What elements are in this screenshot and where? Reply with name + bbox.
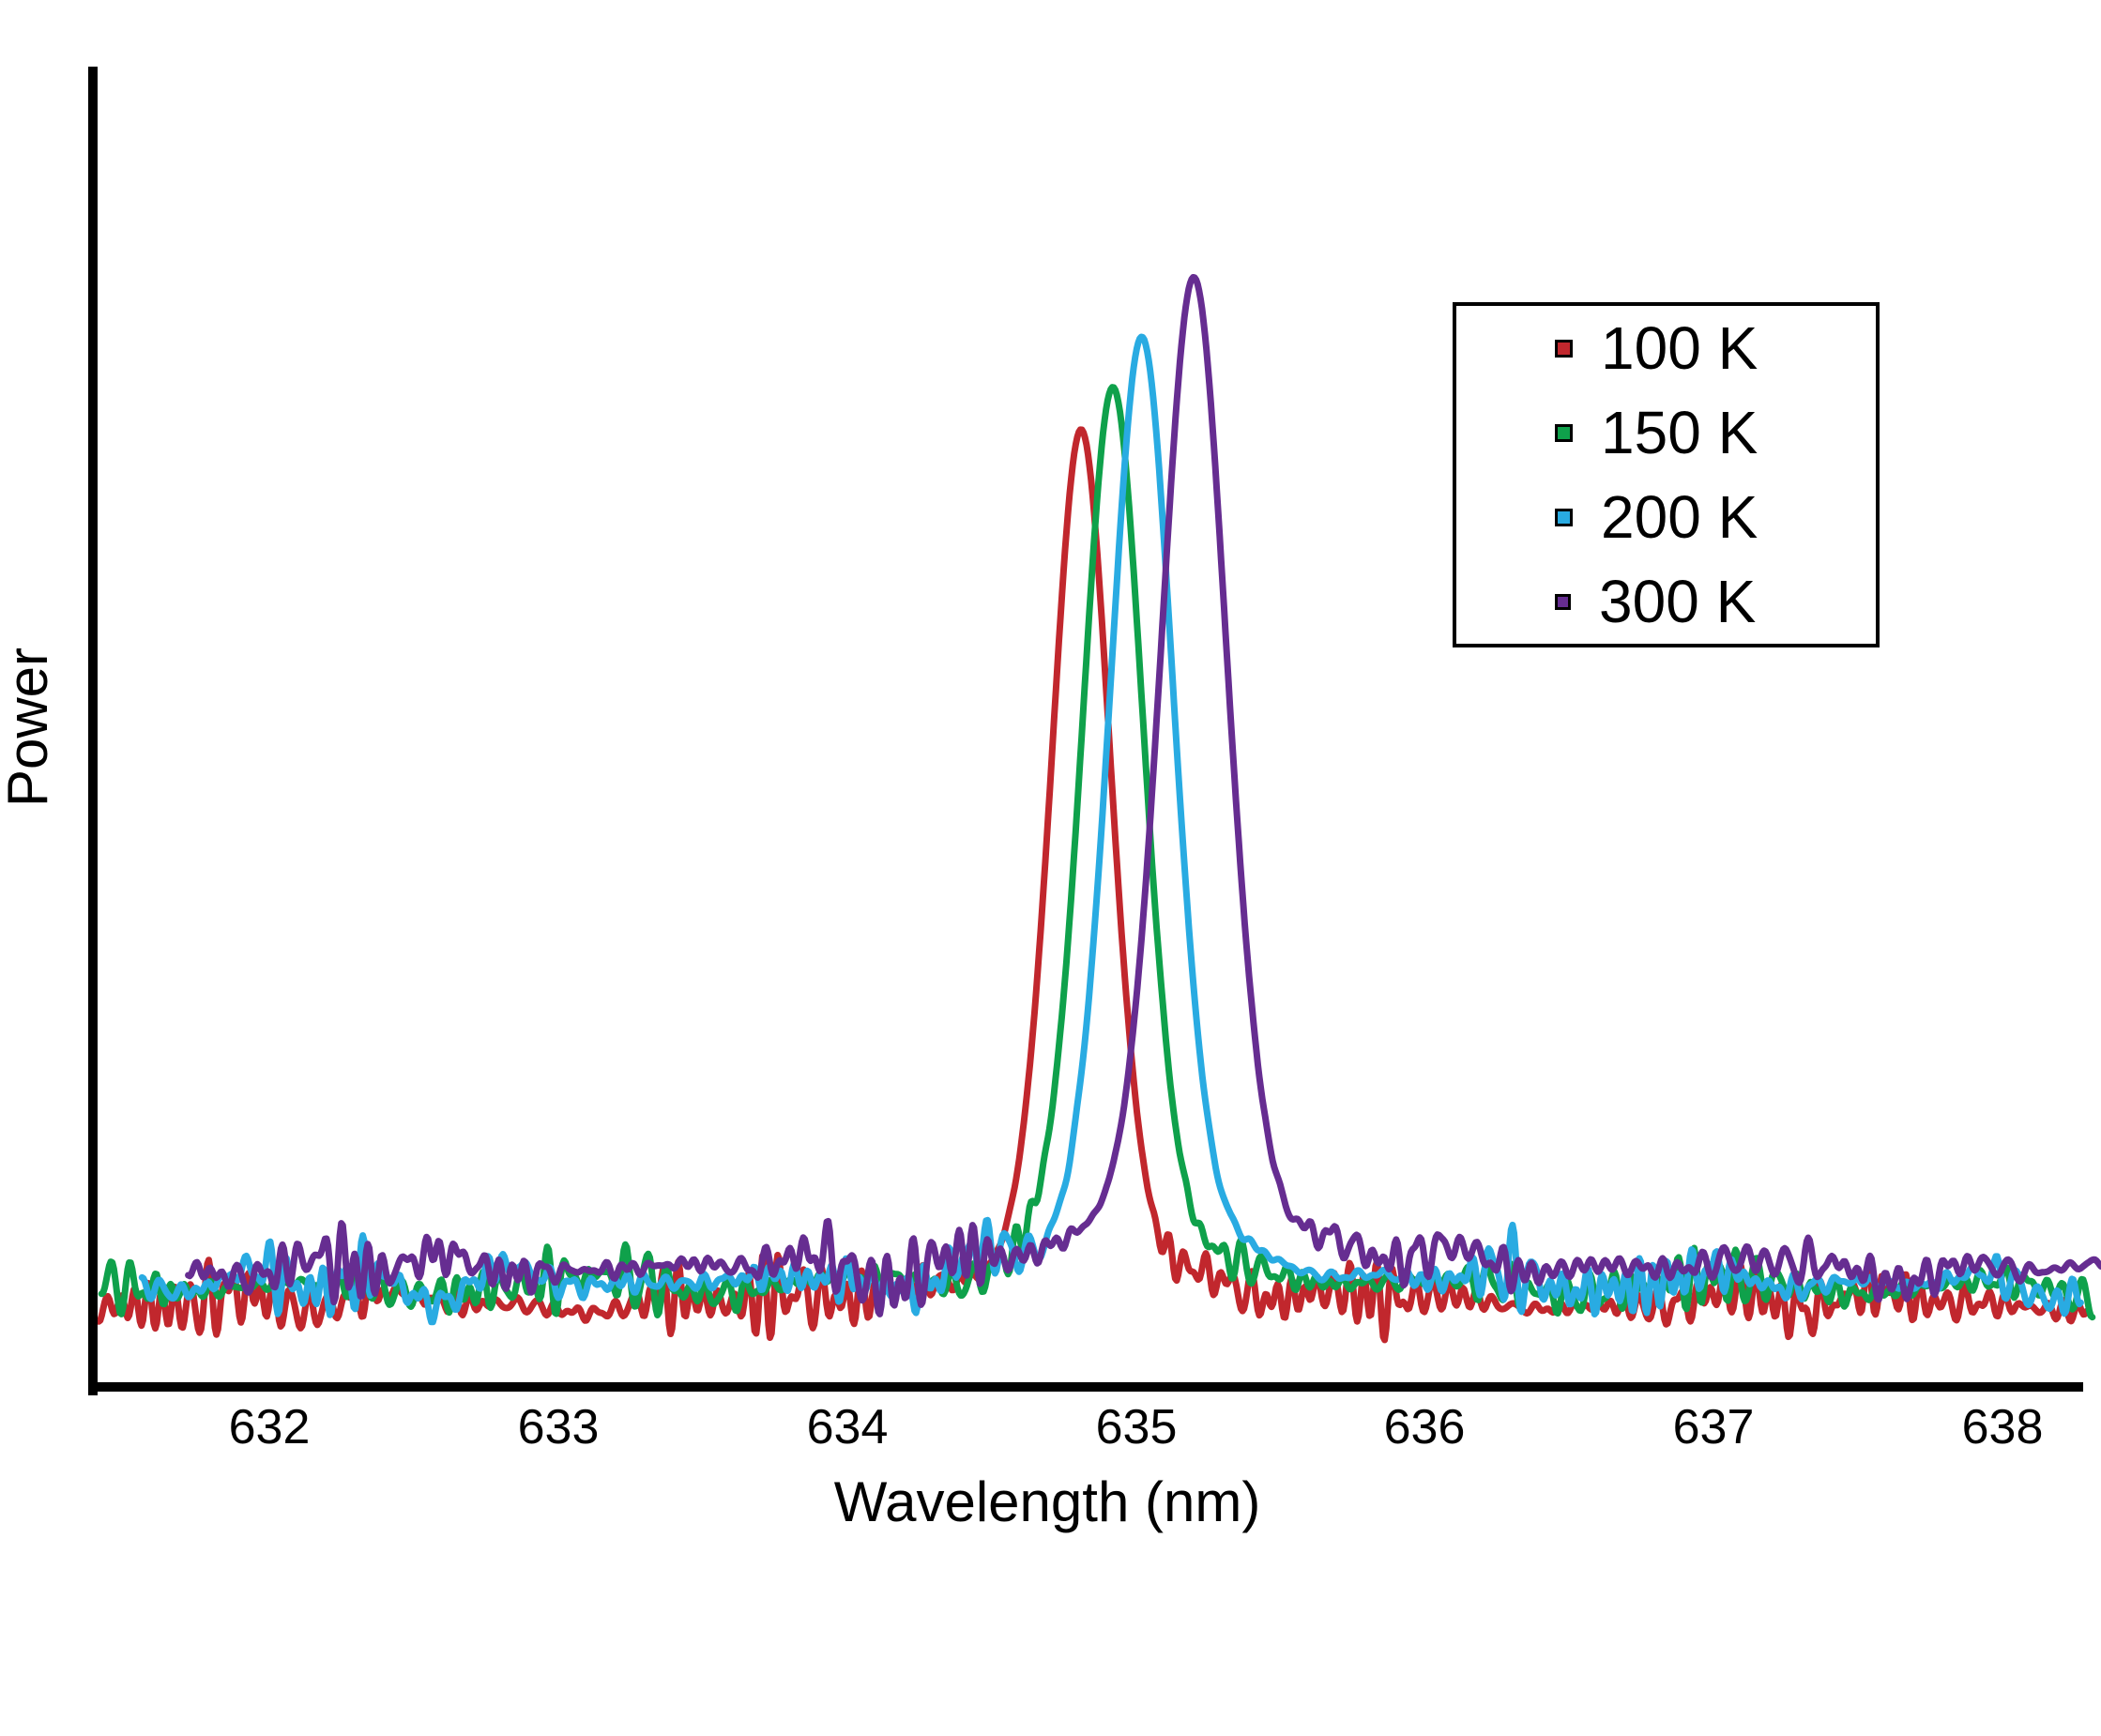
legend: 100 K 150 K 200 K 300 K — [1453, 302, 1880, 647]
x-tick-label: 634 — [807, 1400, 889, 1454]
y-axis-label: Power — [0, 647, 59, 808]
legend-swatch-100k — [1555, 339, 1573, 358]
series-curve-200k — [138, 333, 2084, 1326]
legend-label-150k: 150 K — [1601, 399, 1758, 466]
legend-swatch-200k — [1555, 508, 1573, 526]
x-tick-label: 636 — [1384, 1400, 1466, 1454]
legend-swatch-150k — [1555, 423, 1573, 442]
x-tick-label: 638 — [1962, 1400, 2044, 1454]
legend-label-100k: 100 K — [1601, 314, 1758, 382]
series-curve-300k — [185, 274, 2101, 1317]
legend-label-200k: 200 K — [1601, 483, 1758, 551]
legend-item-200k: 200 K — [1456, 475, 1876, 559]
x-tick-label: 635 — [1096, 1400, 1178, 1454]
legend-item-150k: 150 K — [1456, 390, 1876, 475]
legend-item-300k: 300 K — [1456, 559, 1876, 644]
legend-item-100k: 100 K — [1456, 306, 1876, 390]
legend-label-300k: 300 K — [1599, 568, 1757, 635]
x-tick-label: 633 — [518, 1400, 600, 1454]
series-curve-150k — [98, 384, 2096, 1321]
legend-swatch-300k — [1555, 593, 1571, 610]
x-axis-label: Wavelength (nm) — [833, 1470, 1261, 1533]
x-tick-label: 632 — [229, 1400, 311, 1454]
x-tick-label: 637 — [1673, 1400, 1755, 1454]
